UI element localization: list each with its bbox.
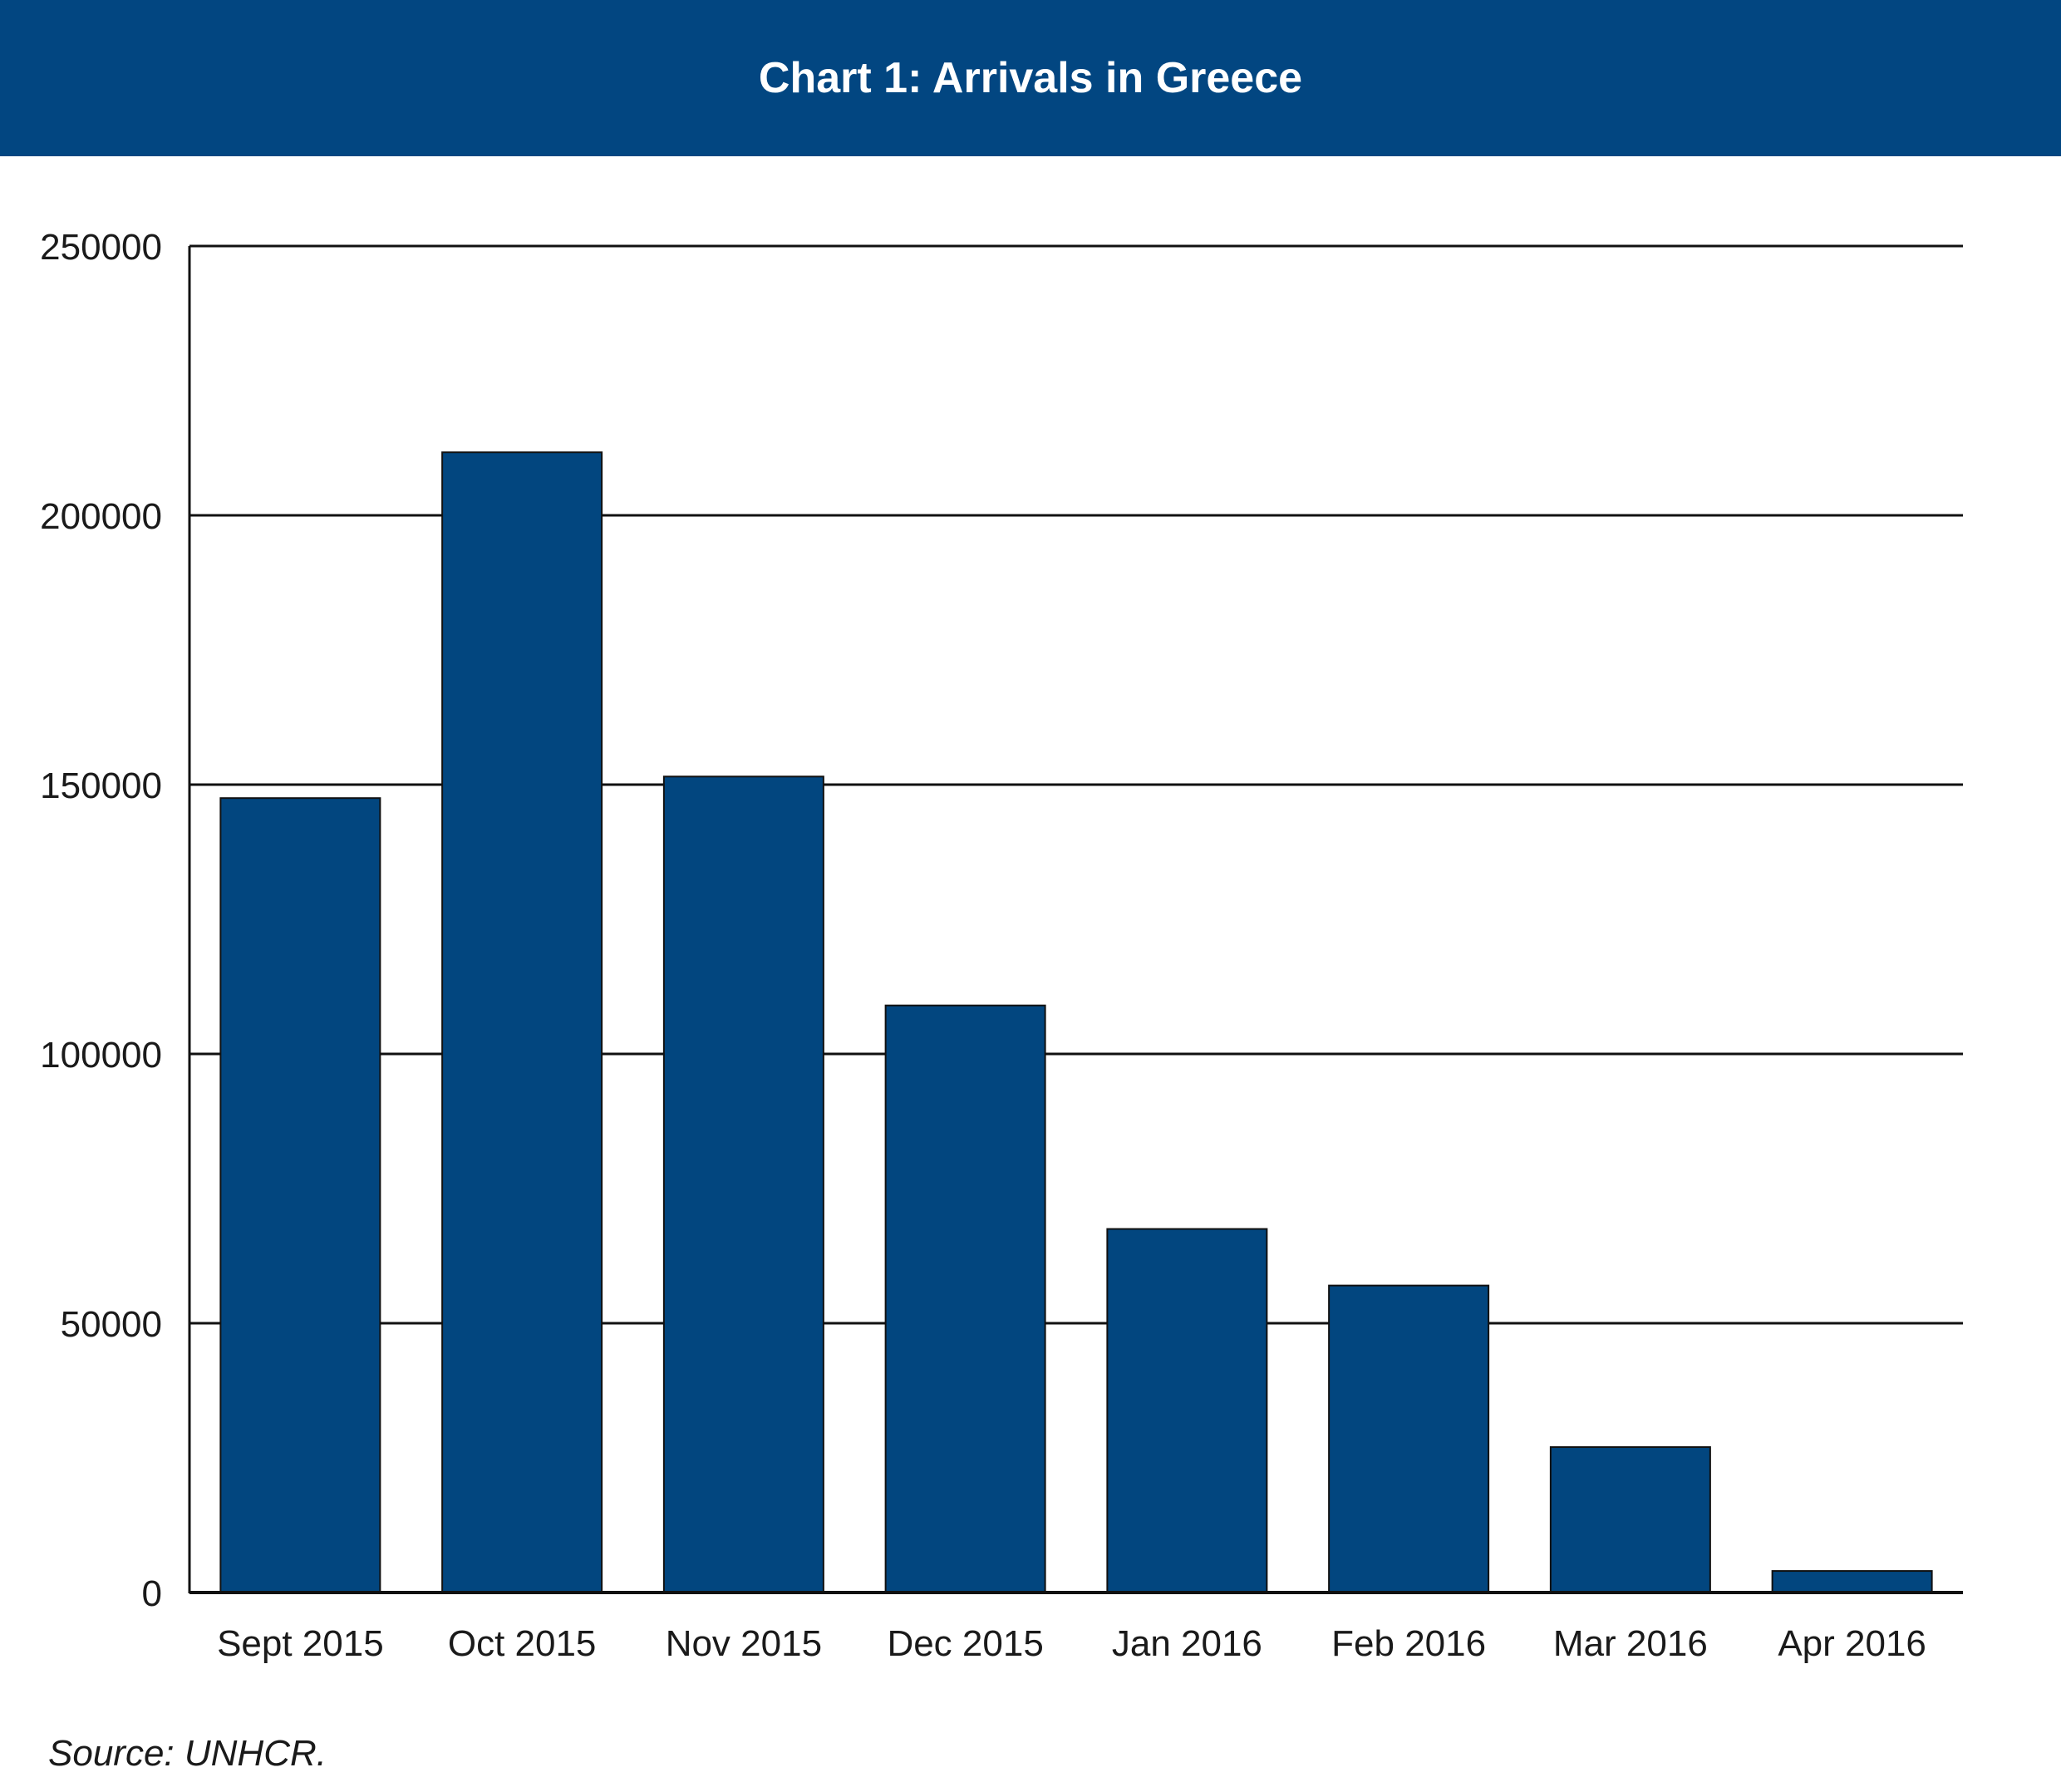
x-tick-label: Nov 2015 xyxy=(666,1623,822,1664)
bar xyxy=(1328,1284,1490,1593)
bar xyxy=(662,775,824,1593)
y-tick-label: 150000 xyxy=(40,766,162,806)
x-tick-label: Mar 2016 xyxy=(1553,1623,1708,1664)
bar xyxy=(884,1004,1046,1594)
bar xyxy=(1771,1570,1933,1593)
y-tick-label: 50000 xyxy=(61,1304,162,1345)
x-tick-label: Apr 2016 xyxy=(1778,1623,1926,1664)
bar xyxy=(441,451,603,1594)
x-tick-label: Jan 2016 xyxy=(1112,1623,1262,1664)
x-tick-label: Sept 2015 xyxy=(217,1623,384,1664)
x-tick-label: Feb 2016 xyxy=(1331,1623,1486,1664)
source-note: Source: UNHCR. xyxy=(48,1733,327,1774)
bar xyxy=(1549,1446,1711,1594)
y-tick-label: 250000 xyxy=(40,227,162,268)
x-tick-label: Oct 2015 xyxy=(448,1623,597,1664)
y-tick-label: 200000 xyxy=(40,496,162,537)
chart-header: Chart 1: Arrivals in Greece xyxy=(0,0,2061,156)
bar xyxy=(1106,1228,1268,1593)
x-tick-label: Dec 2015 xyxy=(887,1623,1043,1664)
y-tick-label: 0 xyxy=(142,1573,162,1614)
chart-title: Chart 1: Arrivals in Greece xyxy=(758,54,1303,102)
y-tick-label: 100000 xyxy=(40,1035,162,1076)
bar xyxy=(219,797,381,1593)
